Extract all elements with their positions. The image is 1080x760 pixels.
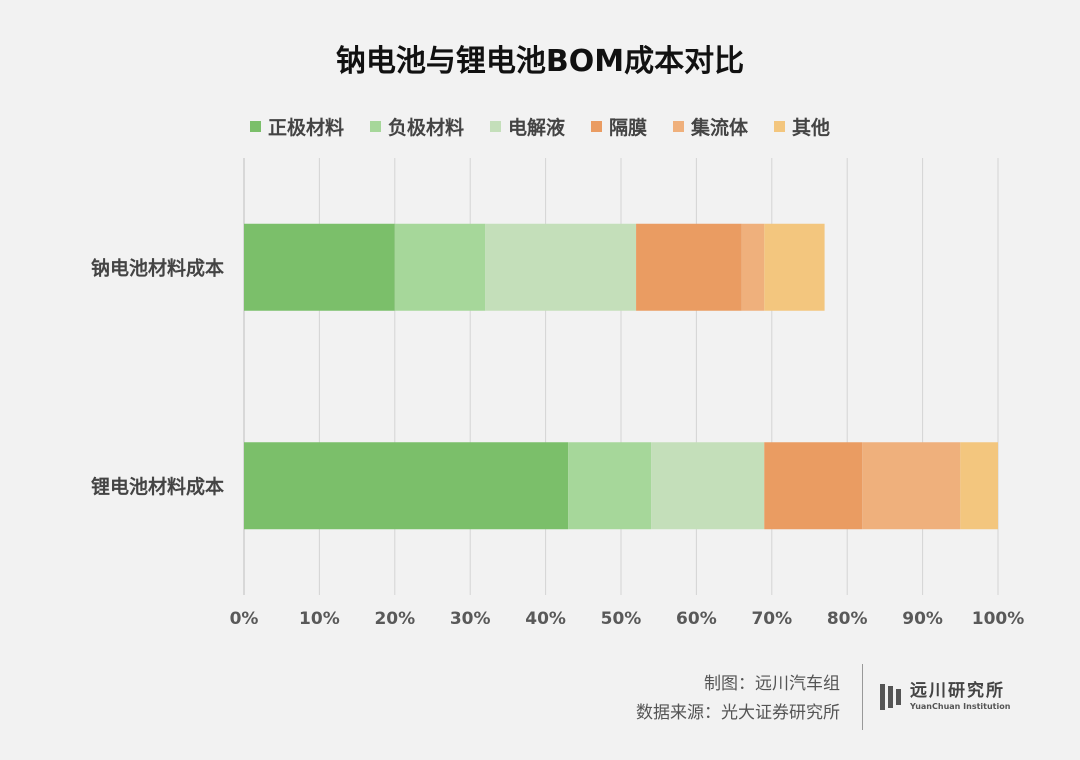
logo-name-cn: 远川研究所 bbox=[910, 681, 1005, 701]
legend-swatch bbox=[673, 121, 685, 132]
chart-title: 钠电池与锂电池BOM成本对比 bbox=[335, 44, 745, 79]
bar-segment bbox=[244, 223, 395, 311]
logo-bars-icon bbox=[880, 683, 901, 710]
bar-segment bbox=[394, 223, 486, 311]
x-tick-label: 100% bbox=[972, 609, 1025, 629]
credit-text: 制图：远川汽车组 bbox=[704, 674, 840, 694]
legend-item: 其他 bbox=[774, 113, 830, 140]
footer-credits: 制图：远川汽车组 数据来源：光大证券研究所 bbox=[636, 670, 840, 728]
legend-item: 电解液 bbox=[489, 113, 565, 140]
legend-item: 集流体 bbox=[673, 113, 748, 140]
bar-segment bbox=[651, 442, 765, 530]
x-tick-label: 70% bbox=[751, 609, 792, 629]
legend-swatch bbox=[369, 121, 381, 132]
bar-segment bbox=[636, 223, 742, 311]
legend-label: 隔膜 bbox=[609, 117, 648, 139]
x-tick-label: 10% bbox=[299, 609, 340, 629]
legend-label: 正极材料 bbox=[267, 117, 344, 139]
legend-item: 负极材料 bbox=[369, 113, 464, 140]
chart-legend: 正极材料 负极材料 电解液 隔膜 集流体 其他 bbox=[0, 113, 1080, 140]
legend-swatch bbox=[249, 121, 261, 132]
bar-segment bbox=[764, 223, 825, 311]
legend-item: 正极材料 bbox=[249, 113, 344, 140]
x-tick-label: 60% bbox=[676, 609, 717, 629]
x-tick-label: 0% bbox=[230, 609, 259, 629]
footer-divider bbox=[862, 664, 863, 730]
bar-segment bbox=[568, 442, 652, 530]
bar-segment bbox=[485, 223, 637, 311]
bar-segment bbox=[244, 442, 569, 530]
bar-segment bbox=[764, 442, 863, 530]
category-label: 钠电池材料成本 bbox=[91, 256, 224, 279]
x-tick-label: 30% bbox=[450, 609, 491, 629]
x-tick-label: 80% bbox=[827, 609, 868, 629]
legend-label: 电解液 bbox=[507, 117, 565, 139]
x-tick-label: 90% bbox=[902, 609, 943, 629]
legend-item: 隔膜 bbox=[591, 113, 647, 140]
x-tick-label: 40% bbox=[525, 609, 566, 629]
stacked-bar-chart: 0% 10% 20% 30% 40% 50% 60% 70% 80% 90% 100% 钠电池材料成本… bbox=[91, 158, 1025, 629]
legend-label: 其他 bbox=[792, 117, 831, 139]
legend-swatch bbox=[774, 121, 786, 132]
institution-logo: 远川研究所 YuanChuan Institution bbox=[880, 681, 1010, 712]
legend-label: 集流体 bbox=[691, 117, 749, 139]
x-tick-label: 20% bbox=[374, 609, 415, 629]
bar-segment bbox=[862, 442, 961, 530]
bar-segment bbox=[741, 223, 765, 311]
logo-name-en: YuanChuan Institution bbox=[910, 702, 1011, 711]
category-label: 锂电池材料成本 bbox=[91, 475, 224, 498]
legend-swatch bbox=[489, 121, 501, 132]
x-tick-label: 50% bbox=[601, 609, 642, 629]
legend-swatch bbox=[591, 121, 602, 132]
legend-label: 负极材料 bbox=[387, 117, 464, 139]
source-text: 数据来源：光大证券研究所 bbox=[636, 703, 840, 723]
bar-segment bbox=[960, 442, 998, 530]
